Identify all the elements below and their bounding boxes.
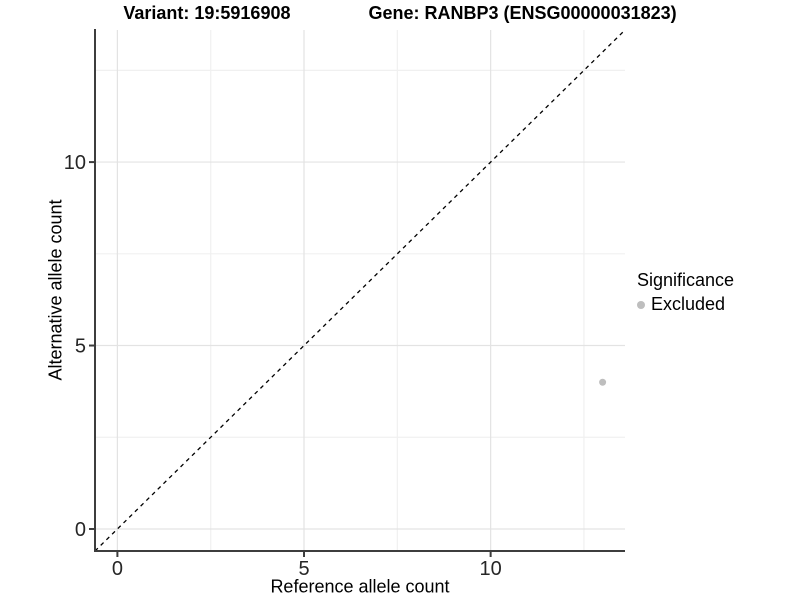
y-axis-title: Alternative allele count bbox=[45, 199, 66, 381]
identity-line bbox=[94, 29, 626, 552]
plot-title: Variant: 19:5916908 Gene: RANBP3 (ENSG00… bbox=[0, 3, 800, 24]
x-tick-label: 0 bbox=[112, 558, 123, 580]
x-tick-label: 5 bbox=[298, 558, 309, 580]
x-axis-title: Reference allele count bbox=[270, 576, 450, 597]
y-tick-label: 0 bbox=[75, 519, 86, 541]
legend-item-label: Excluded bbox=[651, 294, 726, 314]
legend-key-dot-icon bbox=[637, 300, 645, 309]
legend-item-excluded: Excluded bbox=[637, 294, 734, 315]
gene-title: Gene: RANBP3 (ENSG00000031823) bbox=[368, 3, 677, 23]
variant-title: Variant: 19:5916908 bbox=[123, 3, 291, 23]
data-point-excluded bbox=[599, 378, 607, 386]
legend: Significance Excluded bbox=[637, 270, 734, 315]
y-tick-label: 5 bbox=[75, 336, 86, 358]
y-tick-label: 10 bbox=[64, 152, 86, 174]
legend-title: Significance bbox=[637, 270, 735, 290]
x-tick-label: 10 bbox=[480, 558, 502, 580]
